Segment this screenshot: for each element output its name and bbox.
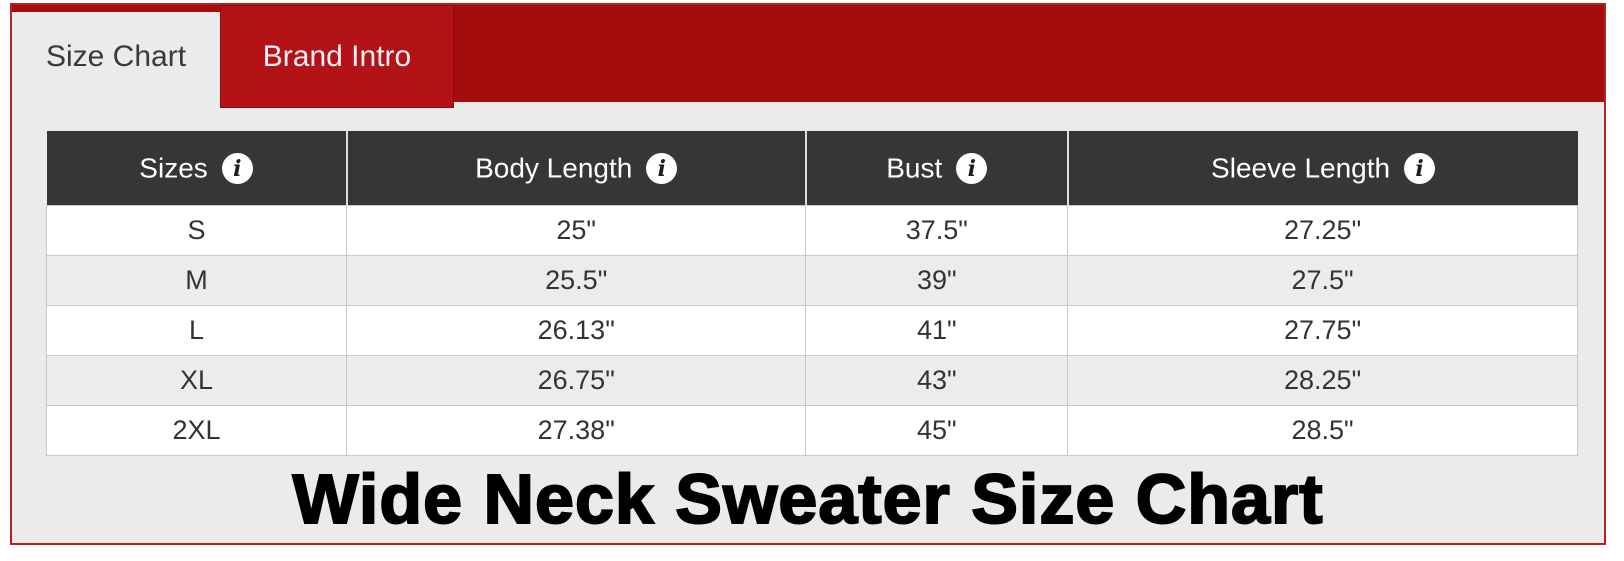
- tab-brand-intro-label: Brand Intro: [262, 39, 412, 73]
- column-header-bust-label: Bust: [886, 152, 943, 184]
- table-row: XL 26.75" 43" 28.25": [45, 354, 1578, 406]
- column-header-sizes-label: Sizes: [139, 152, 208, 184]
- info-icon[interactable]: i: [1404, 153, 1436, 185]
- cell-sleeve-length: 27.25": [1067, 204, 1578, 256]
- cell-size: 2XL: [45, 404, 348, 456]
- tab-size-chart-label: Size Chart: [45, 40, 187, 73]
- column-header-sleeve-length-label: Sleeve Length: [1211, 152, 1391, 184]
- column-header-body-length: Body Length i: [346, 131, 807, 205]
- tab-size-chart[interactable]: Size Chart: [12, 12, 220, 102]
- cell-bust: 41": [805, 304, 1069, 356]
- tab-brand-intro[interactable]: Brand Intro: [220, 5, 454, 108]
- cell-size: L: [45, 304, 348, 356]
- table-header-row: Sizes i Body Length i Bust i Sleeve Length i: [46, 131, 1578, 205]
- cell-sleeve-length: 28.5": [1067, 404, 1578, 456]
- cell-bust: 43": [805, 354, 1069, 406]
- cell-body-length: 27.38": [346, 404, 807, 456]
- info-icon[interactable]: i: [956, 153, 988, 185]
- table-row: L 26.13" 41" 27.75": [45, 304, 1578, 356]
- info-icon[interactable]: i: [221, 153, 253, 185]
- info-icon[interactable]: i: [646, 153, 678, 185]
- column-header-sleeve-length: Sleeve Length i: [1067, 131, 1578, 205]
- table-row: 2XL 27.38" 45" 28.5": [45, 404, 1578, 456]
- cell-bust: 45": [805, 404, 1069, 456]
- cell-size: M: [45, 254, 348, 306]
- column-header-bust: Bust i: [805, 131, 1069, 205]
- tab-bar: Size Chart Brand Intro: [12, 5, 1604, 108]
- column-header-body-length-label: Body Length: [475, 152, 633, 184]
- cell-size: S: [45, 204, 348, 256]
- cell-size: XL: [45, 354, 348, 406]
- cell-sleeve-length: 27.75": [1067, 304, 1578, 356]
- size-table: Sizes i Body Length i Bust i Sleeve Length i…: [45, 131, 1578, 456]
- size-chart-widget: Size Chart Brand Intro Sizes i Body Lengt…: [10, 3, 1606, 545]
- cell-sleeve-length: 28.25": [1067, 354, 1578, 406]
- table-row: M 25.5" 39" 27.5": [45, 254, 1578, 306]
- cell-body-length: 26.75": [346, 354, 807, 406]
- cell-bust: 37.5": [805, 204, 1069, 256]
- column-header-sizes: Sizes i: [46, 131, 348, 205]
- cell-body-length: 26.13": [346, 304, 807, 356]
- cell-bust: 39": [805, 254, 1069, 306]
- cell-body-length: 25": [346, 204, 807, 256]
- page-title: Wide Neck Sweater Size Chart: [291, 459, 1324, 539]
- cell-body-length: 25.5": [346, 254, 807, 306]
- cell-sleeve-length: 27.5": [1067, 254, 1578, 306]
- table-row: S 25" 37.5" 27.25": [45, 204, 1578, 256]
